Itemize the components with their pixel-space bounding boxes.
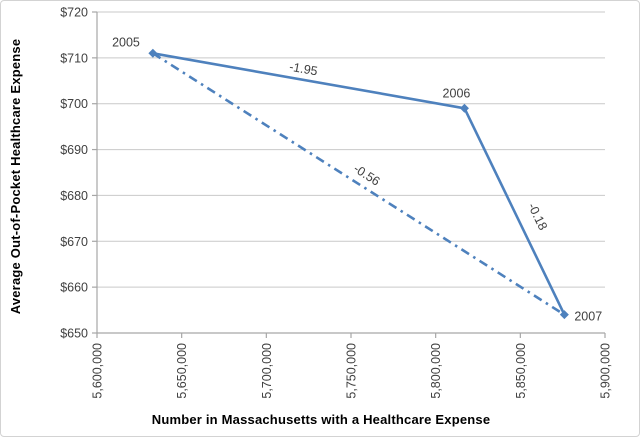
point-label-2005: 2005: [112, 35, 140, 49]
marker-2007: [559, 310, 569, 320]
x-tick-label: 5,850,000: [514, 343, 528, 399]
y-tick-label: $710: [60, 51, 88, 65]
y-tick-label: $680: [60, 189, 88, 203]
y-tick-label: $650: [60, 327, 88, 341]
point-label-2006: 2006: [443, 86, 471, 100]
point-label-2007: 2007: [574, 310, 602, 324]
y-tick-label: $660: [60, 281, 88, 295]
marker-2006: [459, 103, 469, 113]
slope-annotation: -0.56: [351, 161, 383, 188]
slope-annotation: -0.18: [525, 201, 550, 233]
y-tick-label: $670: [60, 235, 88, 249]
x-tick-label: 5,750,000: [345, 343, 359, 399]
y-tick-label: $700: [60, 97, 88, 111]
x-tick-label: 5,700,000: [260, 343, 274, 399]
y-tick-label: $720: [60, 6, 88, 20]
x-tick-label: 5,900,000: [599, 343, 613, 399]
series-line-trend-2005-to-2007: [152, 52, 566, 316]
x-tick-label: 5,650,000: [175, 343, 189, 399]
y-tick-label: $690: [60, 143, 88, 157]
x-axis-title: Number in Massachusetts with a Healthcar…: [151, 412, 491, 427]
slope-annotation: -1.95: [288, 60, 319, 79]
marker-2005: [148, 48, 158, 58]
x-tick-label: 5,800,000: [429, 343, 443, 399]
x-tick-label: 5,600,000: [91, 343, 105, 399]
y-axis-title: Average Out-of-Pocket Healthcare Expense: [8, 38, 23, 315]
